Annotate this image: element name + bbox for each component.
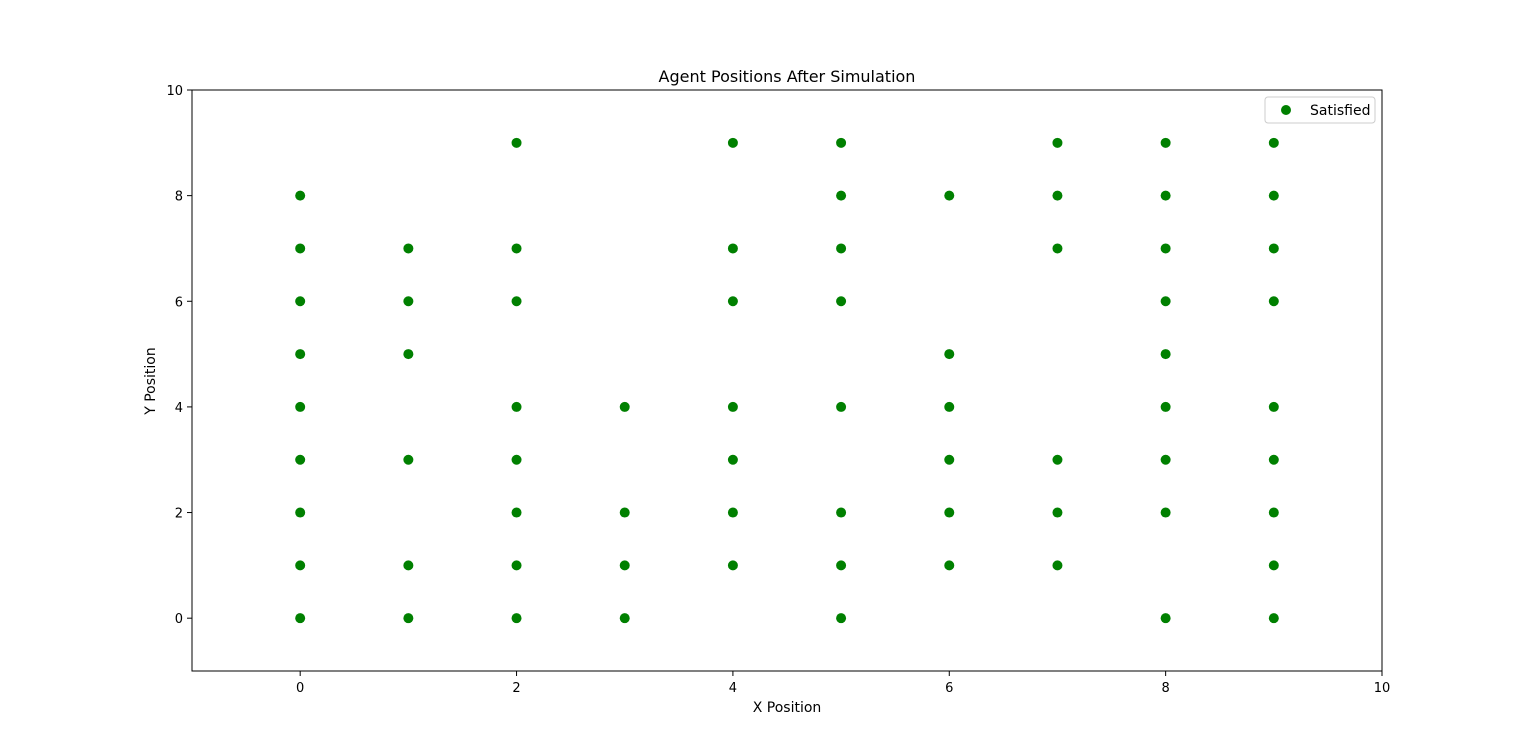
x-tick-label: 0 bbox=[296, 681, 304, 696]
data-point bbox=[836, 560, 847, 571]
y-axis-label: Y Position bbox=[143, 347, 159, 416]
points-layer bbox=[295, 137, 1279, 624]
x-tick-label: 8 bbox=[1161, 681, 1169, 696]
data-point bbox=[727, 507, 738, 518]
data-point bbox=[295, 613, 306, 624]
data-point bbox=[619, 560, 630, 571]
y-axis-ticks: 0 2 4 6 8 10 bbox=[166, 84, 192, 627]
data-point bbox=[727, 454, 738, 465]
data-point bbox=[1268, 560, 1279, 571]
data-point bbox=[511, 613, 522, 624]
data-point bbox=[1160, 190, 1171, 201]
legend-marker-satisfied bbox=[1281, 105, 1291, 115]
data-point bbox=[944, 560, 955, 571]
y-tick-label: 0 bbox=[175, 612, 183, 627]
data-point bbox=[619, 401, 630, 412]
x-tick-label: 6 bbox=[945, 681, 953, 696]
y-tick-label: 2 bbox=[175, 507, 183, 522]
data-point bbox=[511, 296, 522, 307]
data-point bbox=[511, 454, 522, 465]
data-point bbox=[836, 401, 847, 412]
data-point bbox=[836, 296, 847, 307]
data-point bbox=[1268, 137, 1279, 148]
data-point bbox=[1268, 190, 1279, 201]
data-point bbox=[1160, 401, 1171, 412]
y-tick-label: 4 bbox=[175, 401, 183, 416]
data-point bbox=[1160, 243, 1171, 254]
data-point bbox=[511, 137, 522, 148]
data-point bbox=[619, 507, 630, 518]
data-point bbox=[1160, 349, 1171, 360]
y-tick-label: 6 bbox=[175, 295, 183, 310]
plot-frame bbox=[191, 89, 1383, 672]
data-point bbox=[1268, 296, 1279, 307]
data-point bbox=[295, 454, 306, 465]
x-tick-label: 4 bbox=[729, 681, 737, 696]
data-point bbox=[944, 507, 955, 518]
data-point bbox=[511, 507, 522, 518]
data-point bbox=[1268, 507, 1279, 518]
data-point bbox=[836, 190, 847, 201]
data-point bbox=[836, 507, 847, 518]
data-point bbox=[836, 613, 847, 624]
data-point bbox=[403, 454, 414, 465]
data-point bbox=[1052, 137, 1063, 148]
data-point bbox=[836, 243, 847, 254]
data-point bbox=[511, 560, 522, 571]
data-point bbox=[295, 190, 306, 201]
x-axis-ticks: 0 2 4 6 8 10 bbox=[296, 671, 1390, 696]
data-point bbox=[1052, 454, 1063, 465]
legend: Satisfied bbox=[1264, 96, 1376, 124]
data-point bbox=[944, 349, 955, 360]
x-axis-label: X Position bbox=[753, 700, 822, 716]
data-point bbox=[727, 401, 738, 412]
data-point bbox=[1268, 401, 1279, 412]
x-tick-label: 10 bbox=[1374, 681, 1391, 696]
data-point bbox=[1160, 137, 1171, 148]
data-point bbox=[727, 243, 738, 254]
data-point bbox=[1160, 613, 1171, 624]
y-tick-label: 8 bbox=[175, 190, 183, 205]
data-point bbox=[295, 349, 306, 360]
data-point bbox=[295, 243, 306, 254]
data-point bbox=[1160, 454, 1171, 465]
data-point bbox=[1160, 507, 1171, 518]
data-point bbox=[1052, 507, 1063, 518]
data-point bbox=[1052, 190, 1063, 201]
data-point bbox=[944, 190, 955, 201]
data-point bbox=[295, 401, 306, 412]
data-point bbox=[403, 613, 414, 624]
data-point bbox=[403, 296, 414, 307]
data-point bbox=[1268, 454, 1279, 465]
data-point bbox=[1160, 296, 1171, 307]
data-point bbox=[295, 560, 306, 571]
data-point bbox=[511, 401, 522, 412]
data-point bbox=[403, 560, 414, 571]
data-point bbox=[295, 296, 306, 307]
x-tick-label: 2 bbox=[512, 681, 520, 696]
data-point bbox=[619, 613, 630, 624]
chart-title: Agent Positions After Simulation bbox=[659, 67, 916, 86]
data-point bbox=[511, 243, 522, 254]
data-point bbox=[727, 560, 738, 571]
data-point bbox=[727, 296, 738, 307]
data-point bbox=[836, 137, 847, 148]
legend-label-satisfied: Satisfied bbox=[1310, 103, 1370, 119]
data-point bbox=[727, 137, 738, 148]
data-point bbox=[1052, 243, 1063, 254]
data-point bbox=[403, 349, 414, 360]
legend-box bbox=[1264, 96, 1376, 124]
data-point bbox=[1268, 243, 1279, 254]
data-point bbox=[403, 243, 414, 254]
data-point bbox=[944, 401, 955, 412]
y-tick-label: 10 bbox=[166, 84, 183, 99]
data-point bbox=[944, 454, 955, 465]
data-point bbox=[1268, 613, 1279, 624]
data-point bbox=[1052, 560, 1063, 571]
data-point bbox=[295, 507, 306, 518]
